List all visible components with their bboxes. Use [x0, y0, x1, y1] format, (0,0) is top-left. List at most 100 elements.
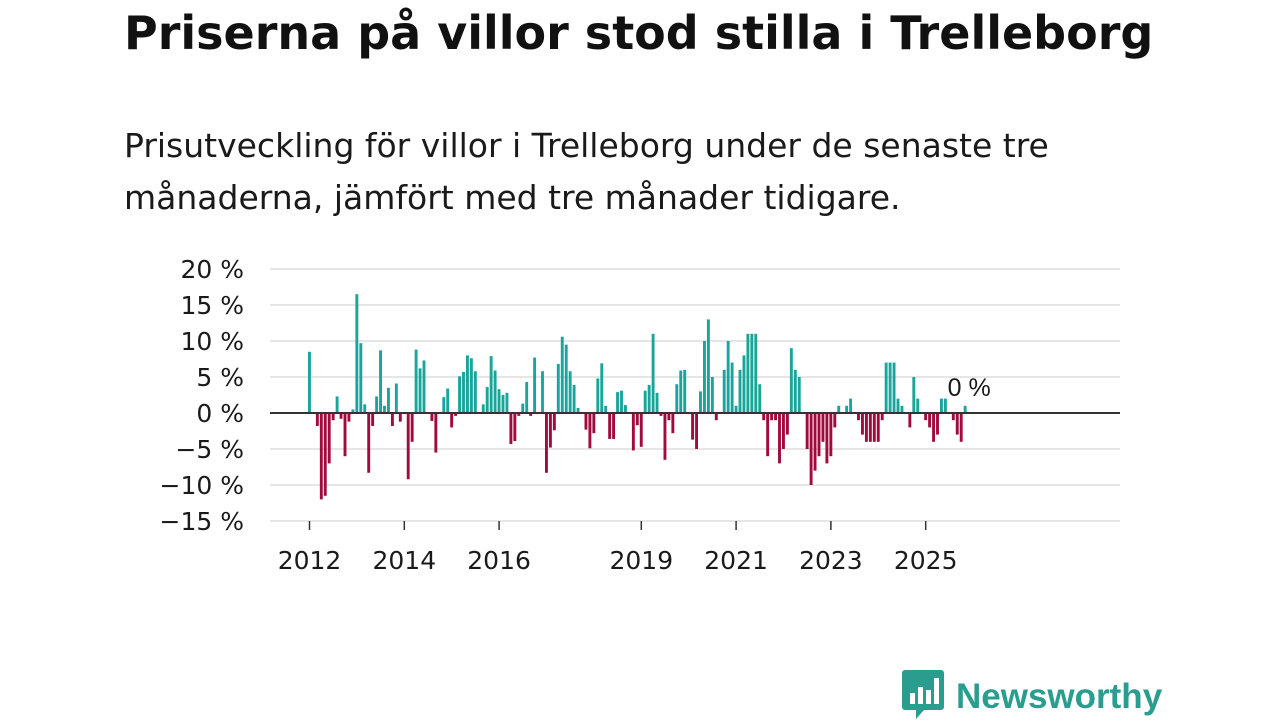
bar [545, 413, 548, 473]
bar [908, 413, 912, 428]
bar [789, 348, 793, 413]
bar [896, 398, 900, 413]
bar [616, 392, 619, 413]
bar [624, 405, 627, 413]
bar [884, 362, 888, 413]
bar [726, 341, 730, 413]
bar [868, 413, 872, 442]
bar [560, 336, 564, 413]
bar [398, 413, 402, 422]
bar [497, 389, 501, 413]
bar [631, 413, 635, 451]
bar [375, 396, 379, 413]
bar [900, 405, 904, 413]
bar [667, 413, 671, 421]
y-tick-label: −5 % [175, 435, 244, 464]
bar [505, 392, 509, 413]
bar [489, 356, 493, 413]
bar [762, 413, 766, 421]
bar [592, 413, 596, 434]
bar [608, 413, 612, 439]
bar [371, 413, 375, 426]
bar [864, 413, 868, 442]
chart-subtitle: Prisutveckling för villor i Trelleborg u… [124, 126, 1049, 217]
bar [501, 395, 505, 413]
bar [734, 405, 738, 413]
bar [703, 341, 706, 413]
bar [813, 413, 817, 471]
y-tick-label: −15 % [160, 507, 244, 536]
bar [793, 369, 797, 413]
x-tick-label: 2019 [609, 546, 673, 575]
bar [529, 413, 533, 416]
bar [770, 413, 774, 421]
x-tick-label: 2012 [278, 546, 342, 575]
bar [845, 405, 849, 413]
bar [556, 364, 560, 413]
bar [651, 333, 655, 413]
bar [671, 413, 675, 434]
bar [331, 413, 335, 421]
bar [825, 413, 829, 464]
last-value-label: 0 % [948, 374, 991, 402]
bar [343, 413, 347, 457]
bar [857, 413, 860, 421]
bar [620, 390, 623, 413]
bar [588, 413, 592, 449]
bar [706, 319, 710, 413]
bar [710, 377, 714, 413]
page-title: Priserna på villor stod stilla i Trelleb… [124, 6, 1154, 60]
bar [485, 387, 489, 413]
bar [481, 404, 485, 413]
bar [659, 413, 663, 416]
bar [833, 413, 837, 428]
bar [355, 294, 359, 413]
bar [817, 413, 821, 457]
bar [797, 377, 801, 413]
x-tick-label: 2023 [799, 546, 863, 575]
bar [738, 369, 742, 413]
bar [572, 384, 576, 413]
bar [604, 405, 608, 413]
x-tick-label: 2021 [704, 546, 768, 575]
bar [308, 351, 311, 413]
bar [327, 413, 331, 464]
bar [963, 405, 967, 413]
x-axis-tick-labels: 2012 2014 2016 2019 2021 2023 2025 [278, 521, 958, 575]
bar [552, 413, 556, 431]
bar [406, 413, 410, 480]
y-tick-label: 5 % [196, 363, 244, 392]
bar [849, 398, 853, 413]
bar [473, 371, 477, 413]
bar [635, 413, 639, 426]
bar [742, 355, 746, 413]
bar [880, 413, 884, 421]
bar [564, 344, 568, 413]
bar [782, 413, 785, 449]
y-tick-label: −10 % [160, 471, 244, 500]
bar [347, 413, 351, 422]
bar [928, 413, 932, 428]
bar [584, 413, 588, 430]
bar [335, 396, 339, 413]
bar [390, 413, 394, 426]
bar [912, 377, 916, 413]
bar [758, 384, 762, 413]
y-tick-label: 15 % [180, 291, 244, 320]
bar [469, 358, 473, 413]
bar [315, 413, 319, 426]
bar [675, 384, 679, 413]
bar [454, 413, 458, 416]
bar [414, 349, 418, 413]
bar [521, 403, 525, 413]
bar [319, 413, 323, 500]
bar [679, 370, 683, 413]
bar [367, 413, 371, 473]
bar [655, 392, 659, 413]
bar [600, 363, 604, 413]
bar [861, 413, 864, 435]
bar [446, 388, 450, 413]
bar [643, 390, 647, 413]
bar [533, 357, 537, 413]
bar-chart-speech-bubble-icon [902, 670, 944, 724]
